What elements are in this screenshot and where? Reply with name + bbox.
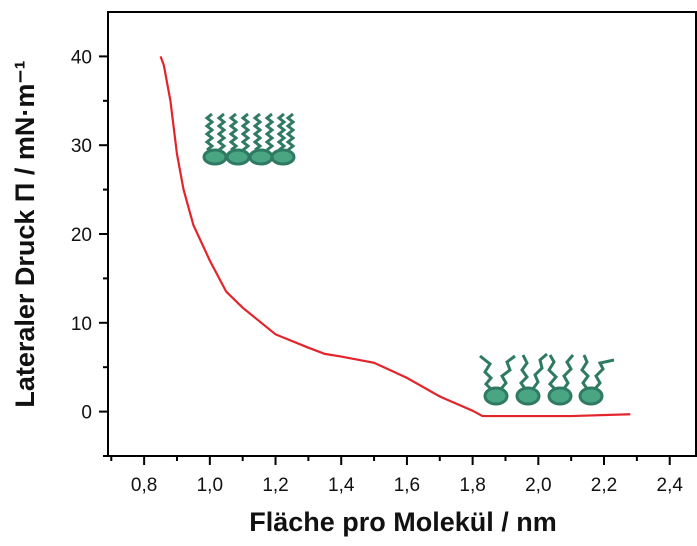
y-tick-label: 30 (71, 136, 92, 157)
x-tick-label: 0,8 (131, 475, 157, 496)
x-tick-label: 1,2 (262, 475, 288, 496)
x-axis-title: Fläche pro Molekül / nm (249, 507, 557, 537)
x-tick-label: 2,4 (657, 475, 684, 496)
x-tick-label: 1,6 (394, 475, 420, 496)
data-line (159, 56, 631, 418)
x-tick-label: 2,0 (525, 475, 551, 496)
y-tick-label: 20 (71, 225, 92, 246)
molecule-packed (202, 112, 296, 166)
molecule-expanded (479, 352, 615, 406)
y-tick-label: 0 (81, 403, 92, 424)
x-tick-label: 1,4 (328, 475, 355, 496)
y-tick-label: 10 (71, 314, 92, 335)
plot-frame (107, 11, 697, 457)
x-tick-label: 1,0 (197, 475, 223, 496)
x-tick-label: 2,2 (591, 475, 617, 496)
x-tick-label: 1,8 (459, 475, 485, 496)
y-tick-label: 40 (71, 47, 92, 68)
y-axis-title: Lateraler Druck Π / mN·m⁻¹ (10, 60, 40, 407)
